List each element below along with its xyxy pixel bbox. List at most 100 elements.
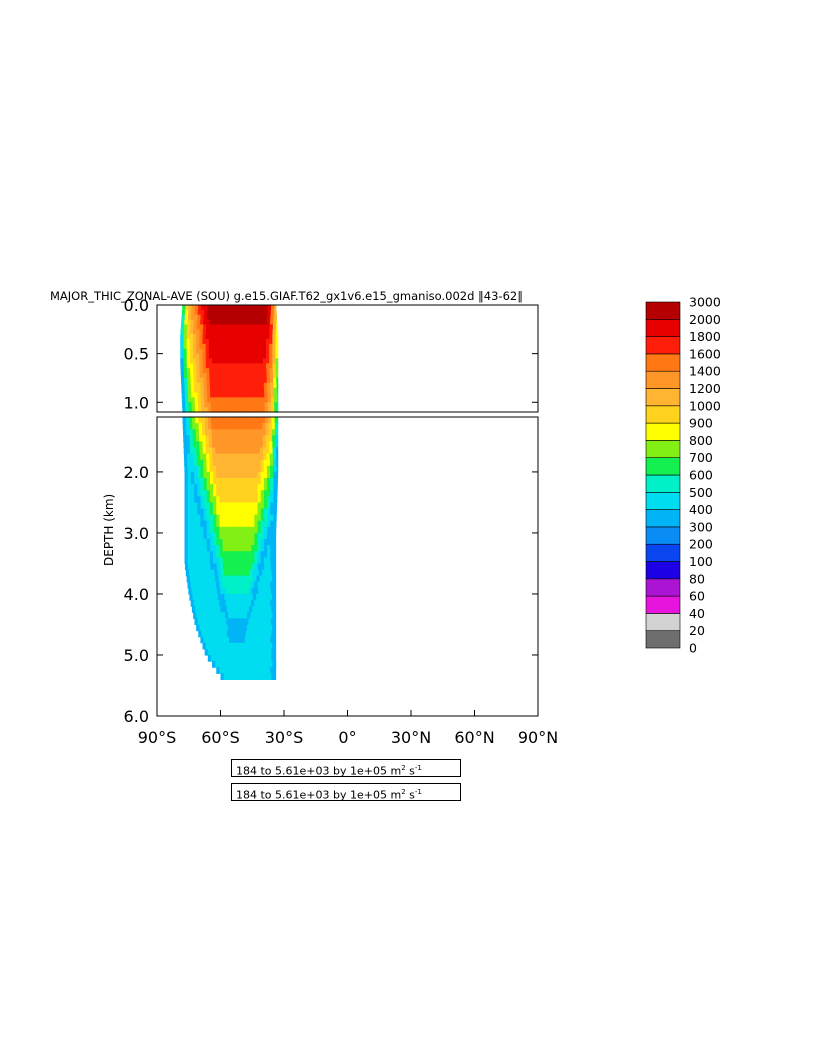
field-cell [216,600,220,607]
field-cell [257,314,262,321]
field-cell [187,581,192,589]
field-cell [196,459,201,467]
field-cell [202,358,207,364]
field-cell [200,382,205,389]
field-cell [234,453,239,461]
field-cell [213,587,218,595]
field-cell [243,642,248,650]
field-cell [273,392,278,399]
field-cell [205,642,210,650]
field-cell [197,526,201,534]
field-cell [209,496,214,504]
field-cell [231,661,235,668]
field-cell [242,630,247,638]
field-cell [250,343,254,350]
field-cell [186,575,191,583]
field-cell [219,532,224,540]
field-cell [275,441,279,449]
field-cell [255,423,260,430]
field-cell [213,496,217,504]
field-cell [219,397,224,403]
field-cell [277,397,279,403]
field-cell [212,319,217,326]
field-cell [180,329,185,335]
field-cell [206,532,211,540]
field-cell [225,520,230,528]
field-cell [195,569,200,577]
field-cell [205,363,210,369]
field-cell [188,407,193,413]
field-cell [226,309,231,316]
field-cell [199,334,204,340]
field-cell [204,402,209,408]
field-cell [267,545,271,552]
field-cell [271,593,276,601]
field-cell [200,490,205,497]
field-cell [247,329,251,335]
field-cell [194,502,198,510]
field-cell [238,387,243,394]
field-cell [258,606,263,613]
field-cell [270,496,275,504]
field-cell [234,334,239,340]
field-cell [182,402,186,408]
field-cell [252,423,257,430]
field-cell [256,329,261,335]
field-cell [211,423,216,430]
field-cell [218,334,223,340]
field-cell [216,636,221,644]
field-cell [219,392,224,399]
field-cell [225,382,230,389]
field-cell [203,377,208,384]
field-cell [260,520,265,528]
field-cell [261,309,266,316]
field-cell [205,441,210,449]
field-cell [228,471,233,479]
field-cell [213,545,217,552]
field-cell [238,636,243,644]
field-cell [258,309,262,316]
field-cell [185,397,189,403]
field-cell [204,417,209,424]
field-cell [238,557,243,565]
field-cell [204,648,209,656]
field-cell [235,532,240,540]
field-cell [257,324,261,330]
field-cell [225,373,230,379]
field-cell [262,575,267,583]
field-cell [266,324,271,330]
field-cell [226,630,231,638]
field-cell [193,373,198,379]
field-cell [257,520,262,528]
field-cell [257,478,262,485]
field-cell [189,358,194,364]
field-cell [267,490,271,497]
field-cell [246,441,251,449]
field-cell [217,407,221,413]
field-cell [212,373,217,379]
field-cell [217,402,221,408]
field-cell [205,343,210,350]
field-cell [203,551,208,558]
field-cell [221,447,226,455]
field-cell [242,648,247,656]
field-cell [192,358,197,364]
field-cell [203,557,208,565]
field-cell [187,502,192,510]
field-cell [262,624,267,632]
field-cell [204,423,209,430]
field-cell [248,508,252,516]
field-cell [229,618,234,626]
field-cell [269,358,273,364]
field-cell [238,618,243,626]
field-cell [239,407,244,413]
field-cell [183,447,188,455]
field-cell [202,429,206,436]
field-cell [267,636,271,644]
field-cell [187,526,192,534]
field-cell [185,309,189,316]
field-cell [195,417,199,424]
field-cell [266,377,271,384]
field-cell [194,539,198,546]
field-layer [180,305,279,680]
